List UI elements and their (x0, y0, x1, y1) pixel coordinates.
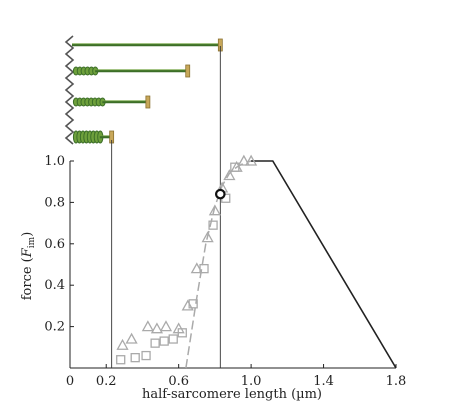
plot-area (69, 46, 397, 369)
square-point (199, 263, 209, 274)
triangle-point (116, 338, 129, 350)
y-axis-title-var: F (20, 247, 35, 258)
end-disc (185, 64, 191, 78)
y-axis-title-close: ) (20, 232, 35, 237)
y-axis-title-sub: im (27, 236, 37, 248)
y-tick-label: 0.4 (44, 278, 65, 293)
square-point (230, 162, 240, 172)
triangle-point (190, 262, 203, 274)
triangle-point (159, 320, 173, 332)
square-point (130, 352, 140, 363)
x-tick-label: 0.2 (96, 374, 117, 389)
x-tick-label: 1.8 (386, 374, 407, 389)
sarcomere-row (72, 64, 191, 78)
sarcomere-row (72, 130, 115, 144)
x-tick-label: 1.4 (313, 374, 334, 389)
triangle-point (201, 231, 214, 243)
triangle-point (125, 332, 138, 344)
triangle-point (237, 154, 250, 166)
y-tick-label: 0.2 (44, 320, 65, 335)
x-tick-label: 0 (66, 374, 74, 389)
sarcomere-diagrams (64, 35, 223, 145)
chart-marks (116, 154, 397, 369)
square-point (188, 299, 198, 309)
y-axis-title-main: force ( (20, 257, 35, 300)
y-axis-title: force (Fim) (20, 232, 37, 301)
sarcomere-row (72, 95, 151, 109)
square-point (159, 336, 169, 346)
square-point (141, 350, 151, 361)
square-point (208, 220, 218, 230)
triangle-point (245, 154, 258, 166)
sarcomere-row (72, 38, 223, 52)
square-point (168, 334, 178, 344)
triangle-point (150, 322, 164, 334)
highlight-point (215, 188, 226, 200)
x-tick-label: 1.0 (241, 374, 262, 389)
solid-model-curve (251, 160, 397, 369)
triangle-point (208, 204, 221, 216)
y-tick-label: 0.6 (44, 237, 65, 252)
y-tick-label: 0.8 (44, 195, 65, 210)
x-tick-label: 0.6 (168, 374, 189, 389)
triangle-point (141, 320, 154, 332)
square-point (177, 328, 187, 338)
end-disc (145, 95, 151, 109)
x-axis-title: half-sarcomere length (µm) (142, 387, 322, 402)
tick-labels: 0 0.2 0.6 1.0 1.4 1.8 0.2 0.4 0.6 0.8 1.0 (44, 154, 406, 389)
z-disc-backbone (64, 35, 75, 145)
triangle-point (223, 169, 236, 181)
y-tick-label: 1.0 (44, 154, 65, 169)
square-point (150, 338, 160, 348)
square-point (116, 355, 126, 365)
triangle-point (181, 299, 194, 311)
